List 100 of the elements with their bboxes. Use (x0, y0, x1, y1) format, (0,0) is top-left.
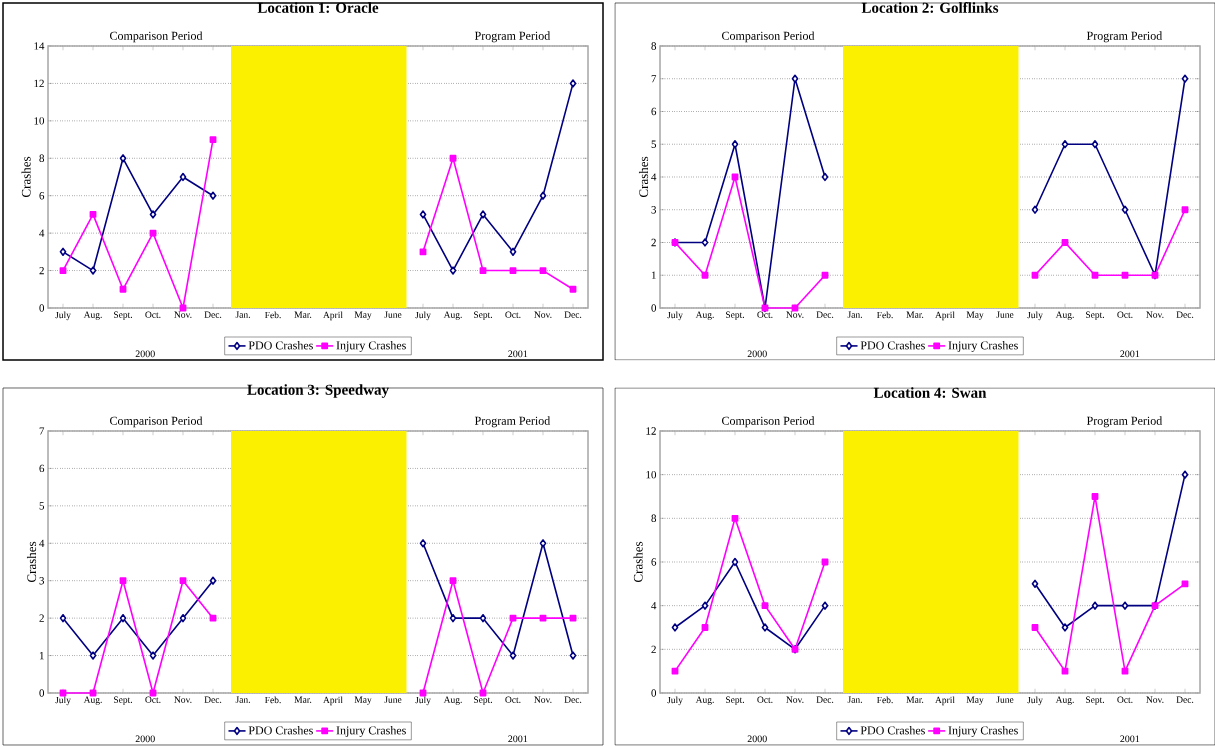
x-tick-label: Nov. (786, 696, 804, 703)
point (701, 271, 709, 279)
point (119, 285, 127, 293)
y-tick-label: 4 (39, 229, 45, 237)
y-tick-label: 6 (651, 107, 657, 116)
x-tick-label: Sept. (726, 696, 745, 705)
y-tick-label: 7 (39, 427, 45, 435)
x-tick-label: Dec. (816, 311, 834, 318)
point (179, 577, 187, 585)
legend-label: Injury Crashes (336, 726, 406, 737)
x-tick-label: July (667, 696, 683, 706)
point (209, 191, 217, 200)
point (569, 285, 577, 293)
point (821, 271, 829, 279)
y-tick-label: 7 (651, 75, 657, 83)
point (539, 191, 547, 200)
x-tick-label: Jan. (235, 696, 250, 703)
x-tick-label: July (55, 311, 71, 321)
point (419, 248, 427, 256)
point (1181, 74, 1189, 83)
point (731, 140, 739, 149)
text: Comparison Period (110, 31, 203, 43)
x-tick-label: July (1027, 311, 1043, 321)
y-tick-label: 4 (651, 173, 657, 181)
point (701, 601, 709, 610)
point (1181, 470, 1189, 479)
point (539, 267, 547, 274)
x-tick-label: Oct. (505, 311, 521, 318)
y-tick-label: 4 (39, 539, 45, 547)
x-tick-label: Aug. (83, 696, 102, 705)
x-tick-label: Feb. (876, 696, 893, 704)
point (59, 267, 67, 274)
y-tick-label: 1 (651, 271, 656, 279)
y-axis-title: Crashes (633, 541, 643, 583)
y-tick-label: 5 (651, 140, 657, 148)
text: 2001 (1120, 735, 1140, 743)
x-tick-label: Oct. (1117, 311, 1133, 318)
x-tick-label: Aug. (695, 696, 714, 705)
point (119, 613, 127, 623)
legend-label: PDO Crashes (860, 726, 925, 735)
x-tick-label: June (996, 311, 1014, 318)
text: 2001 (508, 735, 528, 743)
x-tick-label: Sept. (474, 311, 493, 320)
text: 2000 (747, 735, 767, 743)
x-tick-label: May (966, 696, 984, 705)
point (1121, 601, 1129, 610)
point (569, 614, 577, 622)
text: 2000 (135, 735, 155, 743)
y-axis-title: Crashes (21, 156, 31, 198)
chart-title: Location 4: Swan (873, 387, 987, 398)
y-tick-label: 10 (646, 470, 657, 479)
x-tick-label: Aug. (83, 311, 102, 320)
x-tick-label: June (996, 696, 1014, 703)
y-tick-label: 4 (651, 602, 657, 610)
x-tick-label: Nov. (534, 311, 552, 318)
point (179, 613, 187, 623)
x-tick-label: April (935, 696, 955, 706)
y-tick-label: 12 (646, 427, 656, 435)
point (1031, 271, 1039, 279)
x-tick-label: Dec. (564, 311, 582, 318)
text: Comparison Period (721, 416, 815, 428)
x-tick-label: Aug. (695, 311, 714, 320)
point (821, 172, 829, 182)
point (1061, 239, 1069, 246)
point (1031, 624, 1039, 631)
x-tick-label: April (935, 311, 955, 321)
x-tick-label: May (354, 696, 372, 705)
point (509, 651, 517, 660)
point (671, 623, 679, 632)
x-tick-label: April (323, 311, 343, 321)
text: Program Period (474, 31, 551, 43)
x-tick-label: Sept. (1086, 311, 1105, 320)
legend-label: PDO Crashes (248, 726, 313, 735)
x-tick-label: Oct. (1117, 696, 1133, 703)
x-tick-label: Aug. (1055, 311, 1074, 320)
point (1091, 271, 1099, 279)
y-tick-label: 3 (39, 577, 45, 585)
point (509, 267, 517, 274)
point (539, 539, 547, 548)
x-tick-label: Oct. (757, 311, 773, 318)
point (419, 210, 427, 219)
point (1031, 205, 1039, 214)
y-tick-label: 6 (39, 192, 45, 200)
x-tick-label: Aug. (1055, 696, 1074, 705)
point (731, 557, 739, 567)
x-tick-label: Oct. (145, 696, 161, 703)
point (59, 247, 67, 257)
point (209, 576, 217, 585)
x-tick-label: April (323, 696, 343, 706)
y-tick-label: 2 (651, 645, 656, 653)
point (479, 210, 487, 219)
point (149, 210, 157, 219)
point (821, 601, 829, 610)
point (149, 229, 157, 237)
chart-title: Location 1: Oracle (257, 2, 379, 13)
point (1181, 206, 1189, 214)
point (701, 624, 709, 631)
x-tick-label: Mar. (294, 311, 312, 318)
y-tick-label: 6 (651, 558, 657, 566)
x-tick-label: Oct. (145, 311, 161, 318)
